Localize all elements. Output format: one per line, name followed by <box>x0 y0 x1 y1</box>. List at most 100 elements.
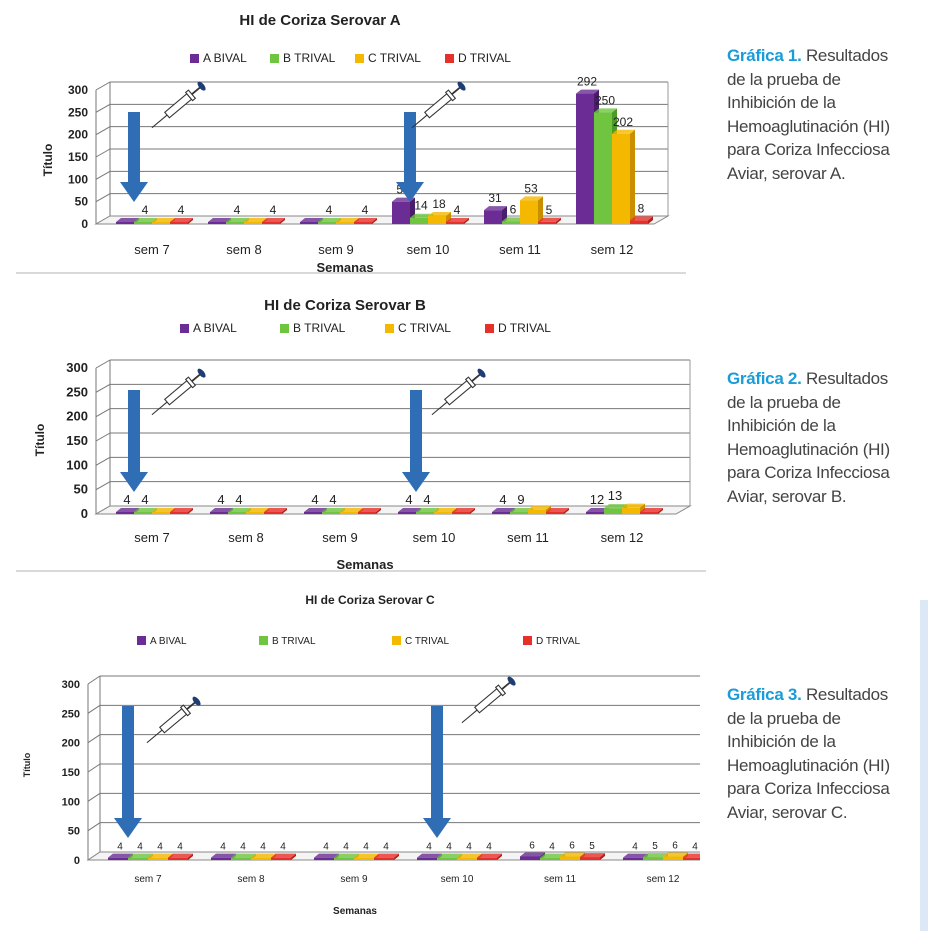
data-label: 31 <box>488 191 502 205</box>
y-axis-title: Título <box>33 424 47 457</box>
y-tick-label: 100 <box>66 457 88 472</box>
x-axis-title: Semanas <box>316 260 373 275</box>
bar <box>546 508 569 514</box>
down-arrow-icon <box>120 390 148 492</box>
data-label: 4 <box>217 492 224 507</box>
down-arrow-icon <box>120 112 148 202</box>
data-label: 4 <box>426 842 432 853</box>
data-label: 4 <box>362 203 369 217</box>
x-tick-label: sem 10 <box>413 530 456 545</box>
legend-label: B TRIVAL <box>272 636 316 647</box>
data-label: 4 <box>363 842 369 853</box>
y-tick-label: 300 <box>68 83 88 97</box>
y-tick-label: 250 <box>68 105 88 119</box>
legend-swatch <box>392 636 401 645</box>
gridline-diag <box>87 792 101 802</box>
data-label: 13 <box>608 488 622 503</box>
legend-swatch <box>445 54 454 63</box>
y-tick-label: 50 <box>75 195 89 209</box>
data-label: 14 <box>414 199 428 213</box>
y-axis-title: Título <box>22 752 32 777</box>
legend-label: A BIVAL <box>193 321 237 335</box>
gridline-diag <box>95 432 111 442</box>
y-tick-label: 200 <box>62 738 80 750</box>
x-tick-label: sem 11 <box>507 530 549 545</box>
legend-swatch <box>355 54 364 63</box>
bar <box>452 508 475 514</box>
data-label: 4 <box>632 842 638 853</box>
data-label: 5 <box>589 841 595 852</box>
data-label: 4 <box>157 842 163 853</box>
chart-title: HI de Coriza Serovar A <box>239 12 400 29</box>
caption-text: Resultados de la prueba de Inhibición de… <box>727 369 890 506</box>
legend-label: D TRIVAL <box>536 636 581 647</box>
x-tick-label: sem 7 <box>134 874 162 885</box>
chart-svg: HI de Coriza Serovar C A BIVAL B TRIVAL C T… <box>22 593 700 917</box>
y-tick-label: 0 <box>81 506 88 521</box>
x-tick-label: sem 11 <box>499 242 541 257</box>
data-label: 6 <box>510 202 517 216</box>
x-tick-label: sem 8 <box>226 242 261 257</box>
x-tick-label: sem 8 <box>228 530 263 545</box>
x-tick-label: sem 10 <box>407 242 450 257</box>
caption-text: Resultados de la prueba de Inhibición de… <box>727 46 890 183</box>
chart-title: HI de Coriza Serovar C <box>305 593 435 607</box>
data-label: 18 <box>432 197 446 211</box>
data-label: 4 <box>177 842 183 853</box>
caption-number: Gráfica 1. <box>727 46 802 65</box>
legend-label: D TRIVAL <box>458 51 511 65</box>
down-arrow-icon <box>402 390 430 492</box>
data-label: 4 <box>466 842 472 853</box>
gridline-diag <box>95 126 111 136</box>
data-label: 4 <box>323 842 329 853</box>
bar <box>538 217 561 224</box>
data-label: 4 <box>692 842 698 853</box>
chart-svg: HI de Coriza Serovar A A BIVAL B TRIVAL C T… <box>41 12 670 275</box>
legend-label: B TRIVAL <box>293 321 346 335</box>
legend-label: C TRIVAL <box>405 636 450 647</box>
data-label: 4 <box>260 842 266 853</box>
x-tick-label: sem 8 <box>237 874 265 885</box>
down-arrow-icon <box>423 706 451 838</box>
data-label: 4 <box>178 203 185 217</box>
y-tick-label: 250 <box>66 384 88 399</box>
x-axis-title: Semanas <box>336 557 393 572</box>
gridline-diag <box>95 193 111 203</box>
divider <box>16 272 686 274</box>
x-tick-label: sem 12 <box>591 242 634 257</box>
bar <box>580 853 605 860</box>
data-label: 4 <box>311 492 318 507</box>
bar <box>428 211 451 224</box>
data-label: 202 <box>613 115 633 129</box>
bar <box>358 508 381 514</box>
caption-number: Gráfica 3. <box>727 685 802 704</box>
bar <box>520 196 543 224</box>
bar <box>354 218 377 224</box>
data-label: 9 <box>517 492 524 507</box>
data-label: 4 <box>123 492 130 507</box>
data-label: 4 <box>499 492 506 507</box>
gridline-diag <box>95 456 111 466</box>
bar <box>271 853 296 860</box>
x-tick-label: sem 9 <box>322 530 357 545</box>
gridline-diag <box>95 481 111 491</box>
data-label: 4 <box>142 203 149 217</box>
gridline-diag <box>87 734 101 744</box>
legend-swatch <box>259 636 268 645</box>
gridline-diag <box>95 383 111 393</box>
y-tick-label: 0 <box>74 855 80 867</box>
caption-number: Gráfica 2. <box>727 369 802 388</box>
y-tick-label: 150 <box>68 150 88 164</box>
data-label: 4 <box>343 842 349 853</box>
x-tick-label: sem 11 <box>544 874 576 885</box>
caption-1: Gráfica 1. Resultados de la prueba de In… <box>727 44 907 185</box>
data-label: 4 <box>423 492 430 507</box>
y-tick-label: 100 <box>62 796 80 808</box>
gridline-diag <box>95 148 111 158</box>
data-label: 4 <box>234 203 241 217</box>
chart-serovar-b: HI de Coriza Serovar B A BIVAL B TRIVAL C T… <box>0 290 700 575</box>
x-axis-title: Semanas <box>333 906 377 917</box>
y-tick-label: 300 <box>66 360 88 375</box>
bar <box>683 853 700 860</box>
data-label: 4 <box>454 203 461 217</box>
